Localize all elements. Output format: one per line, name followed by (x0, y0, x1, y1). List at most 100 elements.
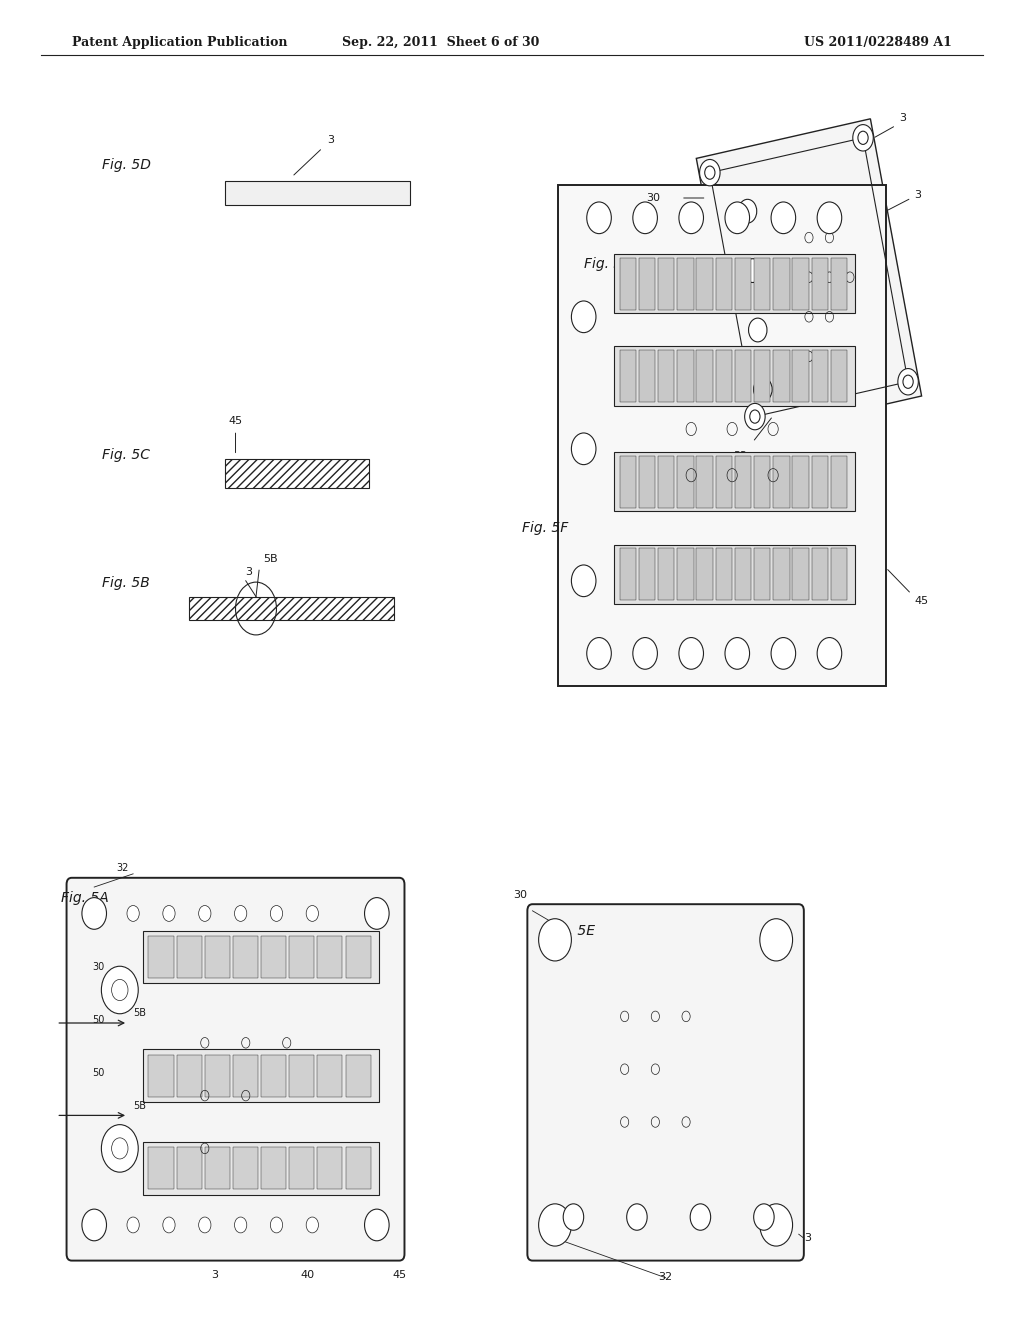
Bar (620, 259, 636, 309)
Bar (716, 350, 732, 401)
FancyBboxPatch shape (614, 346, 855, 407)
Circle shape (760, 1204, 793, 1246)
Bar (639, 455, 655, 507)
Text: 30: 30 (513, 890, 527, 900)
Bar (735, 549, 752, 599)
Bar (677, 259, 693, 309)
Circle shape (744, 404, 765, 430)
Bar (148, 1147, 173, 1189)
Bar (177, 1055, 202, 1097)
Text: Patent Application Publication: Patent Application Publication (72, 36, 287, 49)
Text: 50: 50 (92, 1068, 104, 1078)
Circle shape (234, 1217, 247, 1233)
Circle shape (306, 1217, 318, 1233)
Circle shape (853, 124, 873, 150)
Bar (793, 455, 809, 507)
Bar (620, 549, 636, 599)
Text: 3: 3 (212, 1270, 218, 1280)
Bar (773, 259, 790, 309)
Bar (233, 1147, 258, 1189)
Circle shape (127, 1217, 139, 1233)
Circle shape (898, 368, 919, 395)
Text: Fig. 5G: Fig. 5G (584, 257, 633, 271)
Circle shape (699, 160, 720, 186)
Bar (735, 350, 752, 401)
Text: Fig. 5B: Fig. 5B (102, 577, 151, 590)
Text: 3: 3 (899, 112, 906, 123)
Circle shape (743, 259, 762, 282)
Circle shape (817, 638, 842, 669)
Circle shape (679, 202, 703, 234)
Circle shape (365, 1209, 389, 1241)
Polygon shape (696, 119, 922, 436)
Bar (773, 549, 790, 599)
Bar (793, 259, 809, 309)
Circle shape (754, 378, 772, 401)
Bar (658, 549, 675, 599)
Bar (696, 350, 713, 401)
Bar (830, 455, 847, 507)
Bar (754, 549, 770, 599)
Circle shape (306, 906, 318, 921)
Bar (317, 1147, 342, 1189)
Circle shape (199, 1217, 211, 1233)
Circle shape (771, 638, 796, 669)
Bar (793, 350, 809, 401)
Bar (754, 259, 770, 309)
Bar (205, 1147, 229, 1189)
FancyBboxPatch shape (225, 181, 410, 205)
Bar (735, 259, 752, 309)
Bar (812, 549, 828, 599)
Bar (233, 936, 258, 978)
FancyBboxPatch shape (614, 544, 855, 605)
Bar (677, 350, 693, 401)
Text: 40: 40 (300, 1270, 314, 1280)
Text: Fig. 5E: Fig. 5E (548, 924, 595, 937)
Bar (639, 259, 655, 309)
Circle shape (725, 202, 750, 234)
Circle shape (539, 919, 571, 961)
Circle shape (539, 1204, 571, 1246)
Bar (261, 1055, 286, 1097)
Bar (658, 350, 675, 401)
Circle shape (82, 898, 106, 929)
Bar (812, 350, 828, 401)
Bar (205, 1055, 229, 1097)
Text: 3: 3 (328, 135, 335, 145)
Bar (773, 455, 790, 507)
Text: 3: 3 (914, 190, 922, 201)
Text: 45: 45 (914, 595, 929, 606)
Text: 3: 3 (246, 566, 252, 577)
Circle shape (571, 433, 596, 465)
Circle shape (771, 202, 796, 234)
Bar (620, 350, 636, 401)
Text: 32: 32 (658, 1272, 673, 1283)
Bar (290, 936, 314, 978)
Circle shape (563, 1204, 584, 1230)
Circle shape (725, 638, 750, 669)
Bar (290, 1055, 314, 1097)
Circle shape (738, 199, 757, 223)
Bar (639, 549, 655, 599)
Bar (317, 1055, 342, 1097)
Circle shape (679, 638, 703, 669)
Circle shape (817, 202, 842, 234)
Circle shape (571, 301, 596, 333)
FancyBboxPatch shape (67, 878, 404, 1261)
Text: 5B: 5B (133, 1008, 146, 1019)
Circle shape (101, 1125, 138, 1172)
Bar (261, 936, 286, 978)
Bar (812, 455, 828, 507)
Bar (716, 259, 732, 309)
Bar (346, 936, 371, 978)
FancyBboxPatch shape (143, 931, 379, 983)
Bar (639, 350, 655, 401)
Circle shape (627, 1204, 647, 1230)
Bar (148, 936, 173, 978)
Text: 32: 32 (733, 451, 748, 462)
Text: Fig. 5D: Fig. 5D (102, 158, 152, 172)
Text: 30: 30 (92, 962, 104, 973)
Circle shape (101, 966, 138, 1014)
Circle shape (587, 638, 611, 669)
Circle shape (749, 318, 767, 342)
